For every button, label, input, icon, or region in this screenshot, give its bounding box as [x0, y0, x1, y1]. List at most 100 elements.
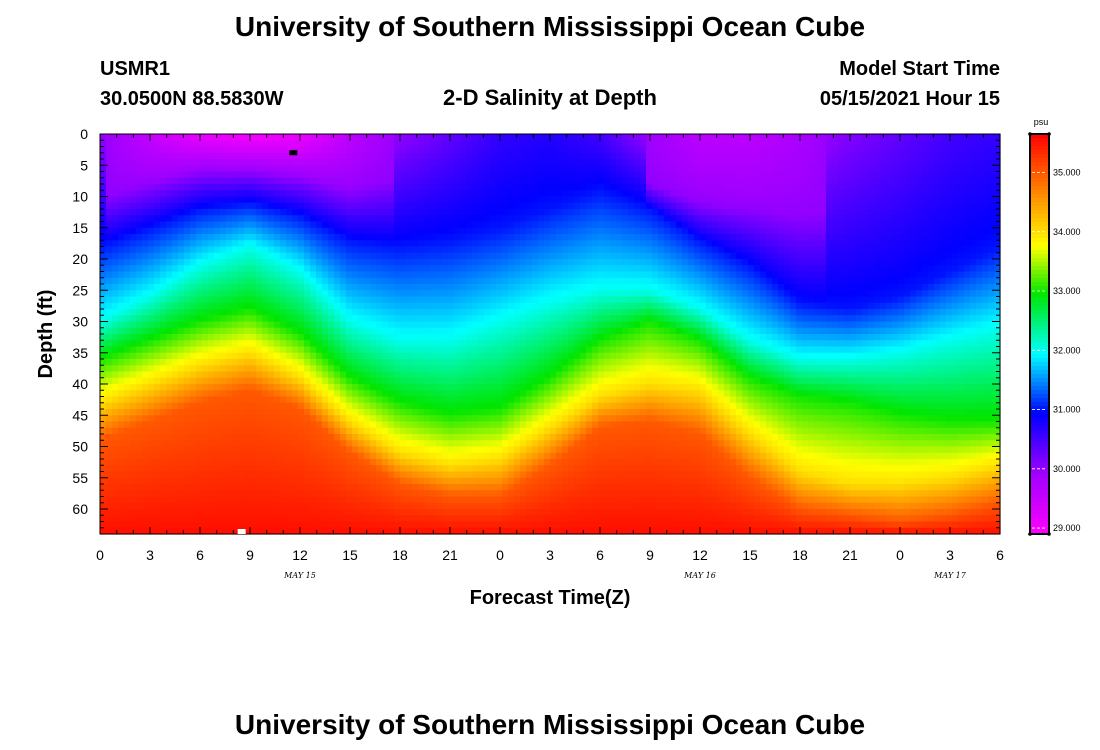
heatmap-cell [550, 190, 557, 198]
heatmap-cell [646, 271, 653, 279]
heatmap-cell [946, 321, 953, 329]
heatmap-cell [820, 265, 827, 273]
heatmap-cell [508, 284, 515, 291]
heatmap-cell [952, 246, 959, 254]
heatmap-cell [634, 246, 641, 254]
heatmap-cell [100, 327, 107, 335]
heatmap-cell [238, 202, 245, 210]
heatmap-cell [268, 209, 275, 216]
heatmap-cell [526, 177, 533, 185]
heatmap-cell [400, 184, 407, 191]
heatmap-cell [256, 284, 263, 291]
heatmap-cell [250, 315, 257, 323]
heatmap-cell [454, 177, 461, 185]
heatmap-cell [916, 252, 923, 260]
heatmap-cell [328, 184, 335, 191]
heatmap-cell [172, 152, 179, 160]
heatmap-cell [298, 159, 305, 166]
heatmap-cell [400, 246, 407, 254]
heatmap-cell [376, 184, 383, 191]
heatmap-cell [832, 309, 839, 316]
heatmap-cell [700, 196, 707, 204]
heatmap-cell [700, 202, 707, 210]
heatmap-cell [634, 277, 641, 285]
heatmap-cell [196, 284, 203, 291]
heatmap-cell [628, 177, 635, 185]
heatmap-cell [982, 284, 989, 291]
heatmap-cell [256, 327, 263, 335]
heatmap-cell [466, 334, 473, 341]
heatmap-cell [940, 227, 947, 235]
heatmap-cell [676, 334, 683, 341]
heatmap-cell [298, 302, 305, 310]
heatmap-cell [700, 146, 707, 154]
heatmap-cell [490, 165, 497, 173]
heatmap-cell [592, 227, 599, 235]
heatmap-cell [352, 227, 359, 235]
heatmap-cell [244, 227, 251, 235]
heatmap-cell [244, 246, 251, 254]
heatmap-cell [466, 246, 473, 254]
heatmap-cell [928, 302, 935, 310]
heatmap-cell [184, 277, 191, 285]
heatmap-cell [910, 240, 917, 248]
heatmap-cell [334, 140, 341, 148]
heatmap-cell [796, 334, 803, 341]
heatmap-cell [874, 265, 881, 273]
heatmap-cell [370, 302, 377, 310]
heatmap-cell [646, 146, 653, 154]
heatmap-cell [874, 140, 881, 148]
heatmap-cell [322, 140, 329, 148]
heatmap-cell [586, 252, 593, 260]
heatmap-cell [556, 177, 563, 185]
heatmap-cell [928, 246, 935, 254]
heatmap-cell [136, 252, 143, 260]
heatmap-cell [730, 321, 737, 329]
heatmap-cell [856, 146, 863, 154]
heatmap-cell [826, 302, 833, 310]
heatmap-cell [478, 209, 485, 216]
heatmap-cell [310, 340, 317, 348]
heatmap-cell [100, 134, 107, 141]
heatmap-cell [550, 327, 557, 335]
heatmap-cell [790, 271, 797, 279]
heatmap-cell [712, 140, 719, 148]
heatmap-cell [640, 302, 647, 310]
heatmap-cell [388, 159, 395, 166]
heatmap-cell [472, 146, 479, 154]
heatmap-cell [112, 296, 119, 304]
heatmap-cell [442, 259, 449, 266]
heatmap-cell [988, 202, 995, 210]
heatmap-cell [238, 184, 245, 191]
heatmap-cell [832, 259, 839, 266]
heatmap-cell [502, 140, 509, 148]
heatmap-cell [664, 190, 671, 198]
heatmap-cell [658, 296, 665, 304]
heatmap-cell [550, 277, 557, 285]
heatmap-cell [250, 134, 257, 141]
heatmap-cell [820, 221, 827, 229]
heatmap-cell [916, 134, 923, 141]
heatmap-cell [118, 159, 125, 166]
heatmap-cell [154, 321, 161, 329]
heatmap-cell [802, 215, 809, 223]
heatmap-cell [652, 190, 659, 198]
heatmap-cell [922, 321, 929, 329]
heatmap-cell [172, 284, 179, 291]
heatmap-cell [610, 177, 617, 185]
heatmap-cell [622, 252, 629, 260]
heatmap-cell [754, 134, 761, 141]
heatmap-cell [868, 321, 875, 329]
heatmap-cell [856, 259, 863, 266]
heatmap-cell [370, 134, 377, 141]
heatmap-cell [952, 277, 959, 285]
heatmap-cell [814, 202, 821, 210]
heatmap-cell [646, 159, 653, 166]
heatmap-cell [682, 234, 689, 241]
heatmap-cell [460, 159, 467, 166]
heatmap-cell [382, 221, 389, 229]
heatmap-cell [154, 296, 161, 304]
heatmap-cell [736, 271, 743, 279]
heatmap-cell [820, 327, 827, 335]
heatmap-cell [364, 321, 371, 329]
